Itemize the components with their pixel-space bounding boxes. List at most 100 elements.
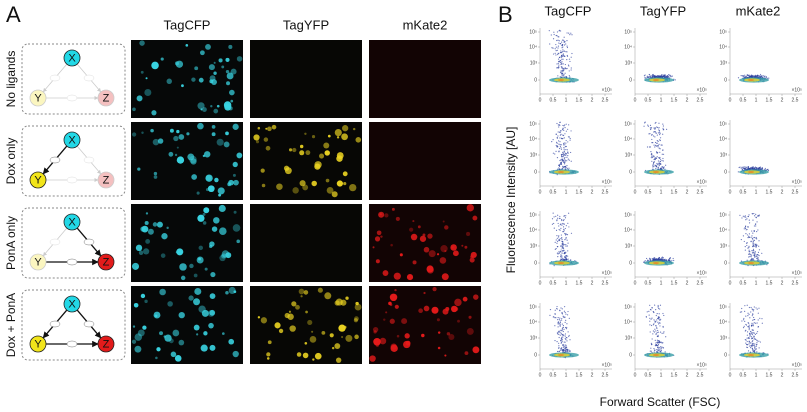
event (753, 350, 755, 352)
event (653, 319, 655, 321)
event (561, 155, 563, 158)
event (563, 157, 565, 160)
y-tick-label: 0 (629, 169, 632, 175)
event (673, 259, 675, 262)
event (556, 137, 558, 139)
event (753, 343, 755, 345)
event (653, 76, 656, 78)
event (561, 246, 563, 248)
cell (196, 333, 199, 336)
event (565, 215, 567, 217)
event (766, 77, 769, 79)
event (753, 239, 756, 241)
event (560, 56, 562, 58)
event (757, 75, 759, 77)
event (756, 230, 758, 233)
event (564, 159, 567, 161)
event (565, 130, 567, 132)
event (651, 156, 653, 159)
event (751, 340, 753, 343)
event (748, 245, 750, 247)
event (758, 240, 760, 242)
x-tick-label: 2.5 (697, 372, 704, 378)
x-tick-label: 1.5 (766, 97, 773, 103)
cell (473, 294, 479, 300)
event (742, 235, 745, 237)
event (653, 158, 655, 161)
event (653, 75, 655, 77)
event (562, 155, 564, 157)
event (558, 147, 561, 150)
event (560, 349, 562, 351)
event (659, 308, 661, 310)
event (563, 68, 565, 70)
event (755, 255, 758, 257)
event (566, 167, 568, 169)
cell (466, 204, 474, 212)
event (554, 317, 556, 319)
event (751, 166, 753, 169)
event (743, 240, 745, 243)
cell (437, 346, 441, 350)
y-tick-label: 0 (629, 352, 632, 358)
cell (159, 288, 166, 296)
node-label: Y (34, 174, 42, 186)
event (759, 73, 762, 76)
event (742, 319, 745, 321)
event (752, 241, 754, 243)
event (747, 226, 749, 228)
event (566, 239, 568, 241)
cell (174, 153, 178, 157)
cell (137, 167, 141, 171)
event (656, 312, 658, 315)
event (657, 167, 659, 169)
event (559, 229, 561, 231)
event (560, 237, 562, 240)
event (755, 213, 757, 215)
event (563, 341, 565, 343)
cell (288, 148, 293, 152)
event (754, 252, 756, 254)
cell (205, 175, 212, 181)
event (566, 234, 569, 236)
cell (225, 290, 229, 295)
event (739, 311, 741, 313)
event (755, 348, 757, 350)
event (753, 236, 755, 239)
event (655, 321, 657, 323)
cell (159, 331, 164, 336)
event (557, 135, 559, 137)
event (656, 327, 658, 329)
cell (139, 40, 145, 46)
event (565, 148, 567, 151)
cell (209, 75, 216, 82)
event (554, 248, 556, 250)
cell (284, 312, 290, 319)
cell (144, 299, 148, 304)
event (562, 134, 565, 137)
y-tick-label: 0 (629, 260, 632, 266)
x-tick-label: 0.5 (550, 372, 557, 378)
event (655, 121, 657, 124)
event (753, 245, 755, 247)
cell (200, 108, 203, 111)
event (550, 34, 552, 36)
event (764, 167, 766, 170)
event (557, 214, 559, 216)
event (560, 256, 562, 258)
cell (193, 324, 200, 331)
cell (193, 273, 198, 278)
cell (394, 288, 397, 292)
event (552, 152, 555, 154)
event (653, 351, 655, 353)
cell (170, 351, 177, 358)
cell (334, 128, 342, 137)
event (747, 314, 749, 317)
event (561, 47, 563, 49)
event (567, 136, 570, 138)
event (558, 239, 560, 241)
x-tick-label: 0.5 (740, 280, 747, 286)
x-tick-label: 2 (591, 280, 594, 286)
event (741, 307, 743, 310)
event (561, 308, 563, 310)
